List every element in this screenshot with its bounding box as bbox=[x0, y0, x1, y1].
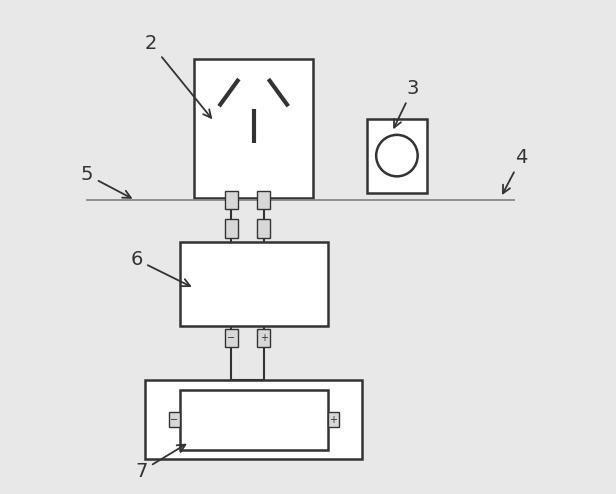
Text: +: + bbox=[259, 333, 267, 343]
Text: 7: 7 bbox=[135, 445, 185, 481]
Bar bbox=[195, 59, 313, 198]
Bar bbox=[257, 329, 270, 347]
Text: 2: 2 bbox=[145, 35, 211, 118]
Bar bbox=[225, 329, 238, 347]
Bar bbox=[225, 219, 238, 238]
Bar bbox=[257, 191, 270, 209]
Bar bbox=[328, 412, 339, 427]
Bar bbox=[257, 219, 270, 238]
Bar bbox=[225, 191, 238, 209]
Text: −: − bbox=[170, 415, 178, 425]
Text: +: + bbox=[329, 415, 337, 425]
Text: 5: 5 bbox=[81, 165, 131, 198]
Text: 4: 4 bbox=[503, 148, 528, 193]
Text: 6: 6 bbox=[130, 250, 190, 286]
Text: −: − bbox=[227, 333, 235, 343]
Bar bbox=[179, 242, 328, 326]
Bar bbox=[179, 390, 328, 450]
Bar bbox=[169, 412, 179, 427]
Bar bbox=[145, 380, 362, 459]
Text: 3: 3 bbox=[394, 79, 419, 127]
Bar bbox=[367, 119, 426, 193]
